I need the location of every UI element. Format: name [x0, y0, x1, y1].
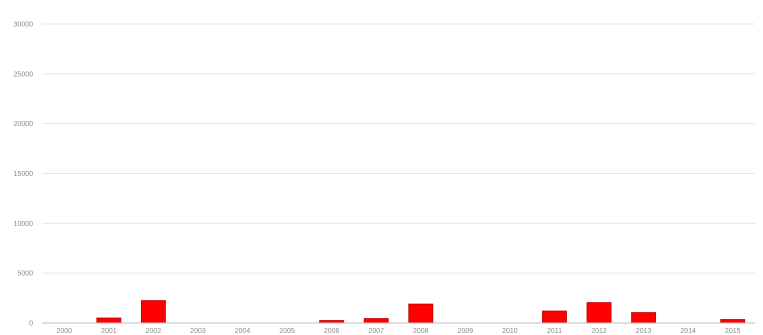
x-tick-label: 2002	[146, 328, 162, 335]
y-tick-label: 15000	[14, 171, 34, 178]
gridlines	[42, 23, 755, 274]
y-tick-label: 10000	[14, 221, 34, 228]
bar-2002	[140, 300, 166, 324]
x-tick-label: 2014	[680, 328, 696, 335]
bar-2012	[586, 302, 612, 324]
x-tick-label: 2000	[56, 328, 72, 335]
bar-2011	[542, 310, 567, 324]
x-tick-label: 2005	[279, 328, 295, 335]
bar-2007	[363, 318, 389, 324]
x-tick-label: 2012	[591, 328, 607, 335]
x-tick-label: 2011	[547, 328, 562, 335]
bar-2008	[408, 303, 434, 324]
y-tick-label: 0	[29, 321, 33, 328]
x-tick-label: 2008	[413, 328, 429, 335]
x-tick-label: 2003	[190, 328, 206, 335]
y-tick-label: 25000	[14, 71, 34, 78]
x-tick-label: 2009	[458, 328, 474, 335]
bar-2013	[631, 312, 657, 324]
y-tick-label: 5000	[17, 271, 33, 278]
y-tick-label: 30000	[14, 22, 34, 29]
x-tick-label: 2001	[101, 328, 117, 335]
x-tick-label: 2015	[725, 328, 741, 335]
bar-2015	[720, 319, 746, 324]
x-tick-label: 2010	[502, 328, 518, 335]
bars	[96, 300, 746, 324]
tick-labels: 0 5000 10000 15000 20000 25000 30000 2000 2001 20…	[14, 22, 741, 335]
x-tick-label: 2007	[368, 328, 384, 335]
bar-2001	[96, 317, 122, 324]
x-tick-label: 2004	[235, 328, 251, 335]
x-tick-label: 2006	[324, 328, 340, 335]
x-tick-label: 2013	[636, 328, 652, 335]
y-tick-label: 20000	[14, 121, 34, 128]
